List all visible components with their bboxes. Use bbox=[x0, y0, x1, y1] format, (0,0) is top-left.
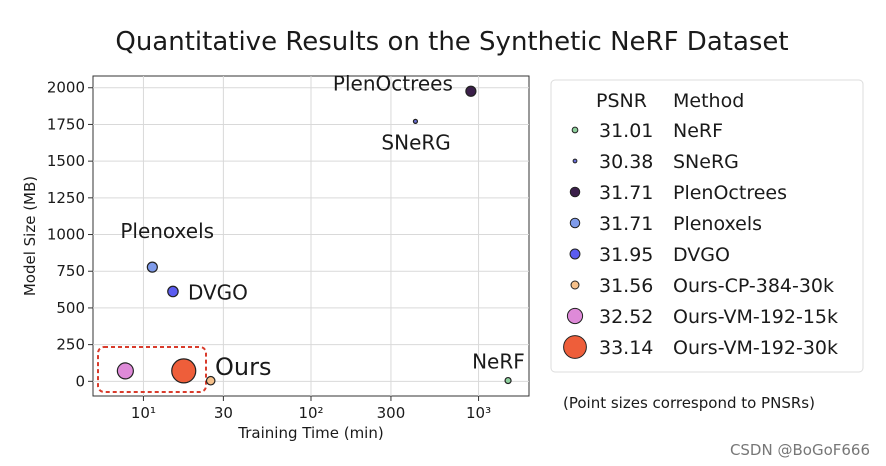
legend-header-method: Method bbox=[673, 90, 744, 112]
legend-psnr: 31.56 bbox=[599, 275, 653, 297]
point-label-dvgo: DVGO bbox=[188, 280, 248, 304]
x-tick-label: 10¹ bbox=[131, 404, 156, 422]
tick-layer: 0 250 500 750 1000 1250 1500 1750 2000 10¹ 30 10² 30… bbox=[47, 79, 491, 422]
point-ours-vm-192-30k bbox=[171, 358, 197, 384]
legend-marker bbox=[563, 335, 587, 359]
legend-psnr: 30.38 bbox=[599, 151, 653, 173]
point-plenoctrees bbox=[465, 85, 477, 97]
y-axis-label: Model Size (MB) bbox=[21, 176, 39, 296]
point-layer bbox=[116, 85, 512, 386]
y-tick-label: 1500 bbox=[47, 152, 85, 170]
point-dvgo bbox=[167, 285, 179, 298]
point-label-plenoxels: Plenoxels bbox=[120, 219, 214, 243]
x-tick-label: 300 bbox=[377, 404, 406, 422]
y-tick-label: 250 bbox=[56, 336, 85, 354]
point-snerg bbox=[412, 118, 419, 124]
point-plenoxels bbox=[146, 261, 158, 273]
point-size-note: (Point sizes correspond to PNSRs) bbox=[563, 394, 815, 412]
legend-method: DVGO bbox=[673, 244, 730, 266]
point-label-snerg: SNeRG bbox=[381, 130, 450, 154]
legend-method: NeRF bbox=[673, 120, 723, 142]
y-tick-label: 750 bbox=[56, 262, 85, 280]
point-nerf bbox=[504, 376, 512, 385]
legend-psnr: 31.01 bbox=[599, 120, 653, 142]
legend-method: SNeRG bbox=[673, 151, 739, 173]
point-label-plenoctrees: PlenOctrees bbox=[333, 71, 453, 95]
legend-marker bbox=[566, 307, 584, 325]
watermark: CSDN @BoGoF666 bbox=[730, 441, 870, 459]
legend-marker bbox=[569, 248, 581, 260]
y-tick-label: 0 bbox=[75, 372, 85, 390]
legend-rows: 31.01 NeRF 30.38 SNeRG 31.71 PlenOctrees 31.71… bbox=[563, 120, 838, 359]
y-tick-label: 1000 bbox=[47, 226, 85, 244]
y-tick-label: 500 bbox=[56, 299, 85, 317]
y-tick-label: 1250 bbox=[47, 189, 85, 207]
point-ours-vm-192-15k bbox=[116, 362, 134, 380]
x-axis-label: Training Time (min) bbox=[237, 424, 383, 442]
point-ours-cp-384-30k bbox=[205, 375, 216, 386]
chart-title: Quantitative Results on the Synthetic Ne… bbox=[115, 27, 788, 57]
legend-psnr: 31.71 bbox=[599, 182, 653, 204]
legend-marker bbox=[569, 186, 581, 198]
legend-frame bbox=[550, 79, 864, 373]
legend-method: Ours-CP-384-30k bbox=[673, 275, 834, 297]
legend: PSNR Method 31.01 NeRF 30.38 SNeRG 31.71 Plen… bbox=[550, 79, 864, 373]
grid-layer bbox=[93, 76, 529, 396]
legend-method: Ours-VM-192-15k bbox=[673, 306, 838, 328]
plot-area: 0 250 500 750 1000 1250 1500 1750 2000 10¹ 30 10² 30… bbox=[47, 71, 530, 422]
ours-annotation: Ours bbox=[215, 353, 271, 381]
legend-psnr: 33.14 bbox=[599, 337, 653, 359]
legend-method: PlenOctrees bbox=[673, 182, 787, 204]
y-tick-label: 2000 bbox=[47, 79, 85, 97]
legend-marker bbox=[571, 126, 579, 134]
legend-psnr: 31.95 bbox=[599, 244, 653, 266]
x-tick-label: 30 bbox=[214, 404, 233, 422]
legend-marker bbox=[572, 158, 578, 164]
y-tick-label: 1750 bbox=[47, 115, 85, 133]
legend-marker bbox=[569, 217, 581, 229]
legend-marker bbox=[570, 280, 580, 290]
point-label-nerf: NeRF bbox=[472, 350, 525, 374]
ours-highlight-box bbox=[97, 346, 207, 393]
x-tick-label: 10³ bbox=[466, 404, 491, 422]
legend-psnr: 32.52 bbox=[599, 306, 653, 328]
legend-psnr: 31.71 bbox=[599, 213, 653, 235]
annotation-layer: NeRF SNeRG PlenOctrees Plenoxels DVGO bbox=[120, 71, 524, 373]
legend-method: Ours-VM-192-30k bbox=[673, 337, 838, 359]
legend-header-psnr: PSNR bbox=[596, 90, 647, 112]
legend-method: Plenoxels bbox=[673, 213, 762, 235]
x-tick-label: 10² bbox=[298, 404, 323, 422]
